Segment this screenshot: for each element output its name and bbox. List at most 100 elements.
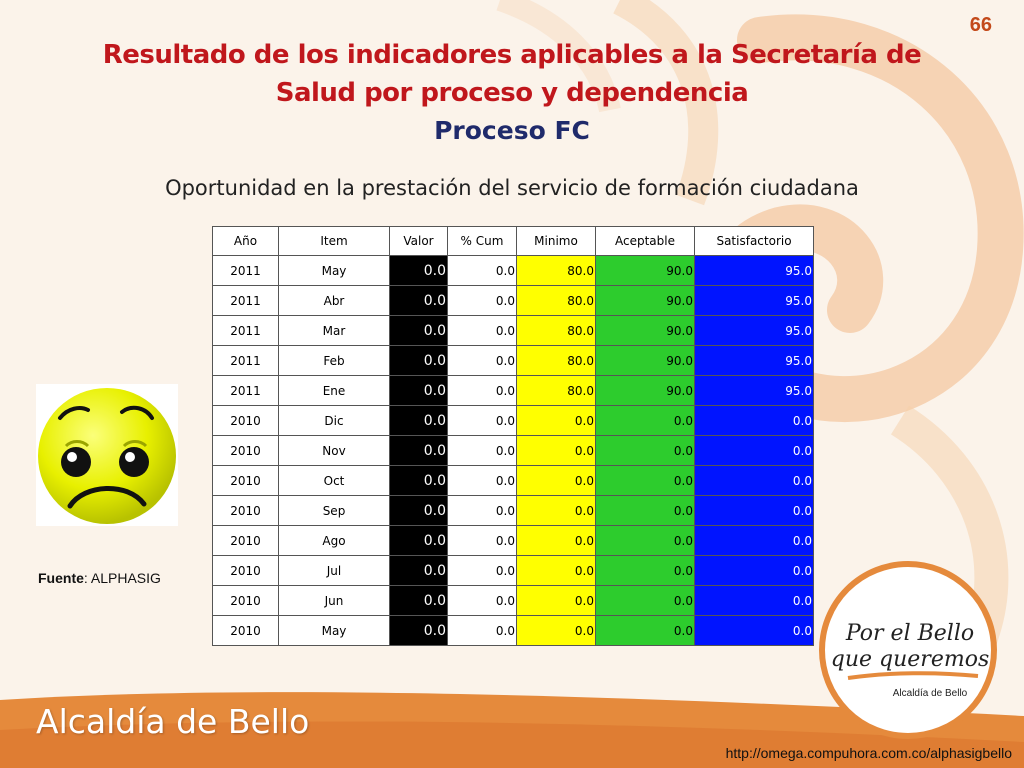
table-row: 2010 Ago 0.0 0.0 0.0 0.0 0.0	[212, 525, 814, 556]
cell-item: Sep	[278, 495, 390, 526]
cell-item: Feb	[278, 345, 390, 376]
cell-valor: 0.0	[389, 525, 448, 556]
cell-valor: 0.0	[389, 285, 448, 316]
cell-item: May	[278, 255, 390, 286]
table-row: 2011 Mar 0.0 0.0 80.0 90.0 95.0	[212, 315, 814, 346]
header-valor: Valor	[389, 226, 448, 256]
table-row: 2010 Sep 0.0 0.0 0.0 0.0 0.0	[212, 495, 814, 526]
source-value: : ALPHASIG	[83, 570, 161, 586]
table-row: 2010 Jun 0.0 0.0 0.0 0.0 0.0	[212, 585, 814, 616]
cell-aceptable: 0.0	[595, 405, 695, 436]
svg-text:Alcaldía de Bello: Alcaldía de Bello	[893, 688, 968, 699]
cell-minimo: 0.0	[516, 555, 596, 586]
cell-item: Ene	[278, 375, 390, 406]
cell-cum: 0.0	[447, 285, 517, 316]
cell-aceptable: 0.0	[595, 435, 695, 466]
cell-minimo: 80.0	[516, 345, 596, 376]
svg-text:que queremos: que queremos	[831, 647, 989, 672]
title-line-1: Resultado de los indicadores aplicables …	[102, 40, 922, 70]
cell-cum: 0.0	[447, 585, 517, 616]
cell-anio: 2010	[212, 555, 279, 586]
cell-cum: 0.0	[447, 435, 517, 466]
cell-aceptable: 0.0	[595, 615, 695, 646]
cell-aceptable: 0.0	[595, 495, 695, 526]
por-el-bello-logo: Por el Bello que queremos Alcaldía de Be…	[819, 561, 997, 739]
footer-brand: Alcaldía de Bello	[36, 702, 310, 741]
cell-minimo: 0.0	[516, 585, 596, 616]
cell-cum: 0.0	[447, 315, 517, 346]
table-body: 2011 May 0.0 0.0 80.0 90.0 95.0 2011 Abr…	[212, 255, 814, 646]
cell-cum: 0.0	[447, 345, 517, 376]
cell-anio: 2010	[212, 615, 279, 646]
cell-minimo: 80.0	[516, 315, 596, 346]
cell-anio: 2011	[212, 255, 279, 286]
cell-aceptable: 0.0	[595, 585, 695, 616]
cell-minimo: 0.0	[516, 615, 596, 646]
cell-minimo: 80.0	[516, 255, 596, 286]
cell-cum: 0.0	[447, 555, 517, 586]
source-label: Fuente	[38, 570, 84, 586]
cell-minimo: 0.0	[516, 435, 596, 466]
table-header-row: Año Item Valor % Cum Minimo Aceptable Sa…	[212, 226, 814, 256]
cell-item: Jul	[278, 555, 390, 586]
cell-aceptable: 90.0	[595, 255, 695, 286]
cell-satisfactorio: 0.0	[694, 405, 814, 436]
table-row: 2010 Oct 0.0 0.0 0.0 0.0 0.0	[212, 465, 814, 496]
cell-anio: 2011	[212, 345, 279, 376]
header-cum: % Cum	[447, 226, 517, 256]
cell-aceptable: 90.0	[595, 375, 695, 406]
cell-valor: 0.0	[389, 405, 448, 436]
cell-valor: 0.0	[389, 255, 448, 286]
cell-aceptable: 90.0	[595, 315, 695, 346]
cell-valor: 0.0	[389, 435, 448, 466]
cell-valor: 0.0	[389, 315, 448, 346]
cell-aceptable: 0.0	[595, 525, 695, 556]
table-row: 2011 Abr 0.0 0.0 80.0 90.0 95.0	[212, 285, 814, 316]
footer-url[interactable]: http://omega.compuhora.com.co/alphasigbe…	[725, 745, 1012, 761]
cell-valor: 0.0	[389, 465, 448, 496]
table-row: 2011 May 0.0 0.0 80.0 90.0 95.0	[212, 255, 814, 286]
cell-satisfactorio: 0.0	[694, 495, 814, 526]
cell-item: May	[278, 615, 390, 646]
cell-item: Oct	[278, 465, 390, 496]
cell-aceptable: 90.0	[595, 345, 695, 376]
cell-minimo: 0.0	[516, 405, 596, 436]
header-aceptable: Aceptable	[595, 226, 695, 256]
cell-cum: 0.0	[447, 465, 517, 496]
header-item: Item	[278, 226, 390, 256]
cell-satisfactorio: 95.0	[694, 315, 814, 346]
cell-satisfactorio: 95.0	[694, 375, 814, 406]
header-minimo: Minimo	[516, 226, 596, 256]
cell-item: Jun	[278, 585, 390, 616]
cell-item: Ago	[278, 525, 390, 556]
cell-satisfactorio: 0.0	[694, 585, 814, 616]
indicator-table: Año Item Valor % Cum Minimo Aceptable Sa…	[212, 226, 814, 646]
cell-cum: 0.0	[447, 255, 517, 286]
cell-minimo: 0.0	[516, 495, 596, 526]
cell-valor: 0.0	[389, 495, 448, 526]
cell-satisfactorio: 0.0	[694, 555, 814, 586]
cell-satisfactorio: 0.0	[694, 615, 814, 646]
cell-anio: 2010	[212, 495, 279, 526]
cell-valor: 0.0	[389, 555, 448, 586]
cell-satisfactorio: 0.0	[694, 465, 814, 496]
table-row: 2011 Feb 0.0 0.0 80.0 90.0 95.0	[212, 345, 814, 376]
cell-anio: 2010	[212, 525, 279, 556]
cell-item: Dic	[278, 405, 390, 436]
title-line-2: Salud por proceso y dependencia	[275, 78, 749, 108]
table-row: 2010 May 0.0 0.0 0.0 0.0 0.0	[212, 615, 814, 646]
cell-anio: 2011	[212, 285, 279, 316]
cell-cum: 0.0	[447, 495, 517, 526]
cell-valor: 0.0	[389, 345, 448, 376]
page-number: 66	[969, 14, 992, 36]
source-note: Fuente: ALPHASIG	[38, 570, 161, 586]
cell-cum: 0.0	[447, 375, 517, 406]
cell-cum: 0.0	[447, 405, 517, 436]
cell-anio: 2010	[212, 405, 279, 436]
footer-band	[0, 692, 1024, 768]
cell-aceptable: 0.0	[595, 555, 695, 586]
cell-anio: 2011	[212, 315, 279, 346]
cell-aceptable: 0.0	[595, 465, 695, 496]
cell-item: Nov	[278, 435, 390, 466]
cell-item: Abr	[278, 285, 390, 316]
